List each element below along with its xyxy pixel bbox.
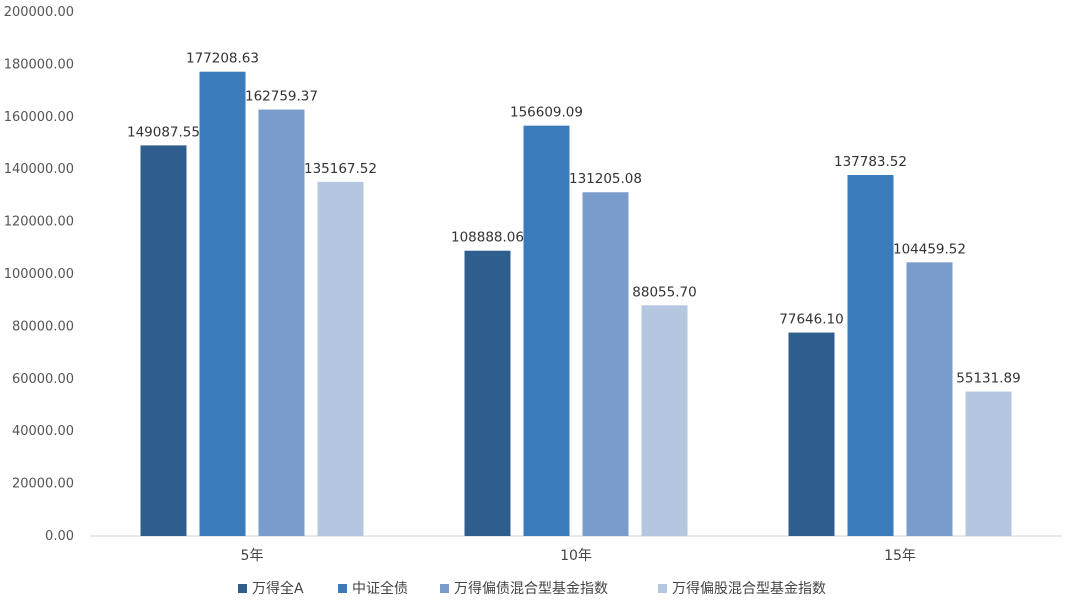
data-label: 104459.52 — [893, 241, 966, 257]
y-tick-label: 180000.00 — [4, 57, 74, 72]
x-category-label: 5年 — [241, 548, 264, 564]
bar — [788, 332, 835, 536]
data-label: 135167.52 — [304, 161, 377, 177]
legend-swatch — [658, 584, 667, 593]
legend-swatch — [238, 584, 247, 593]
bars: 149087.55 177208.63 162759.37 135167.52 1088… — [127, 51, 1021, 537]
legend-label: 万得偏股混合型基金指数 — [672, 580, 826, 597]
y-tick-label: 100000.00 — [4, 267, 74, 282]
x-category-label: 10年 — [560, 548, 592, 564]
data-label: 137783.52 — [834, 154, 907, 170]
y-tick-label: 0.00 — [45, 529, 74, 544]
data-label: 131205.08 — [569, 171, 642, 187]
y-tick-label: 40000.00 — [12, 424, 74, 439]
x-category-label: 15年 — [884, 548, 916, 564]
y-tick-label: 140000.00 — [4, 162, 74, 177]
legend-swatch — [440, 584, 449, 593]
data-label: 88055.70 — [632, 284, 696, 300]
bar — [523, 125, 570, 537]
bar — [317, 181, 364, 537]
bar — [140, 145, 187, 536]
legend-swatch — [338, 584, 347, 593]
bar — [965, 391, 1012, 536]
legend-label: 万得全A — [252, 580, 304, 597]
bar — [906, 262, 953, 536]
bar — [199, 71, 246, 537]
y-tick-label: 200000.00 — [4, 5, 74, 20]
bar — [464, 250, 511, 536]
data-label: 149087.55 — [127, 124, 200, 140]
bar — [847, 175, 894, 536]
y-axis: 0.00 20000.00 40000.00 60000.00 80000.00 1000… — [4, 5, 74, 544]
legend-label: 万得偏债混合型基金指数 — [454, 580, 608, 597]
y-tick-label: 160000.00 — [4, 110, 74, 125]
data-label: 108888.06 — [451, 230, 524, 246]
y-tick-label: 20000.00 — [12, 477, 74, 492]
bar — [641, 305, 688, 536]
x-axis: 5年 10年 15年 — [241, 548, 916, 564]
y-tick-label: 80000.00 — [12, 319, 74, 334]
bar — [582, 192, 629, 537]
y-tick-label: 60000.00 — [12, 372, 74, 387]
data-label: 162759.37 — [245, 89, 318, 105]
legend: 万得全A 中证全债 万得偏债混合型基金指数 万得偏股混合型基金指数 — [238, 580, 826, 597]
bar — [258, 109, 305, 537]
data-label: 156609.09 — [510, 105, 583, 121]
y-tick-label: 120000.00 — [4, 215, 74, 230]
data-label: 77646.10 — [779, 312, 843, 328]
data-label: 177208.63 — [186, 51, 259, 67]
data-label: 55131.89 — [956, 371, 1020, 387]
legend-label: 中证全债 — [352, 580, 408, 597]
